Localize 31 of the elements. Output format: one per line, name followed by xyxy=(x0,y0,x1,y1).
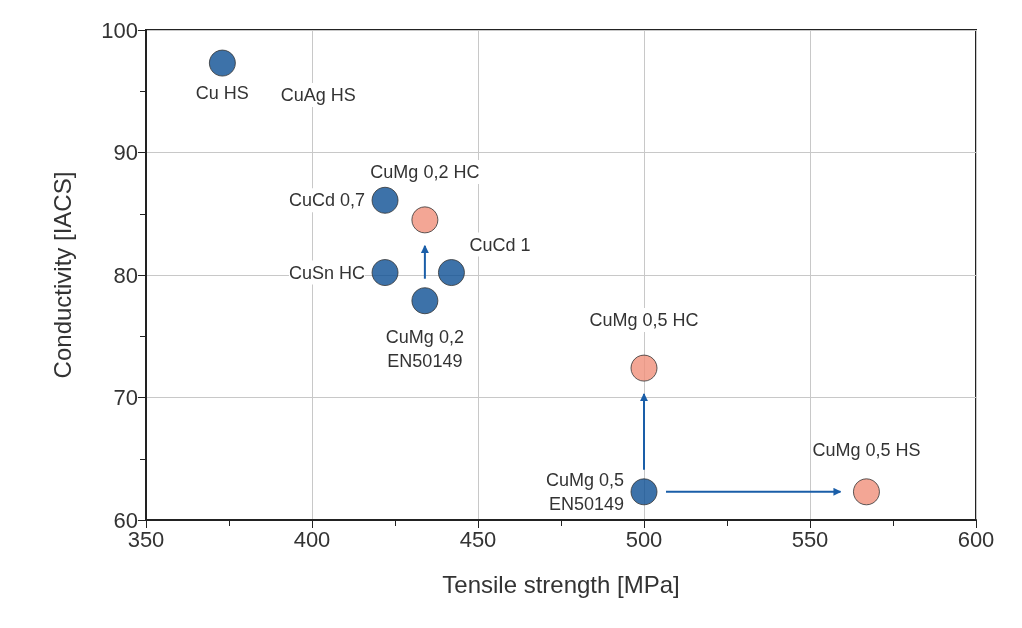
y-tick-label: 90 xyxy=(113,140,138,165)
point xyxy=(411,206,439,234)
point xyxy=(437,259,465,287)
y-tick-label: 100 xyxy=(101,17,138,43)
point xyxy=(411,287,439,315)
x-tick-label: 450 xyxy=(459,526,497,552)
annotation: CuMg 0,5 HC xyxy=(589,310,699,331)
x-tick-label: 600 xyxy=(957,526,995,552)
y-tick-label: 60 xyxy=(113,507,138,533)
y-tick-label: 80 xyxy=(113,262,138,288)
y-axis-title: Conductivity [IACS] xyxy=(48,171,76,379)
point xyxy=(852,478,880,506)
point xyxy=(208,49,236,77)
annotation: Cu HS xyxy=(195,83,249,104)
point xyxy=(630,354,658,382)
x-tick-label: 550 xyxy=(791,526,829,552)
annotation: CuMg 0,2 HC xyxy=(370,161,480,182)
annotation: CuCd 1 xyxy=(469,234,531,255)
point xyxy=(371,259,399,287)
x-axis-title: Tensile strength [MPa] xyxy=(442,570,680,598)
x-tick-label: 500 xyxy=(625,526,663,552)
point xyxy=(630,478,658,506)
annotation: CuSn HC xyxy=(289,262,366,283)
annotation: CuCd 0,7 xyxy=(288,190,366,211)
annotation: CuMg 0,5 HS xyxy=(812,439,921,460)
point xyxy=(371,186,399,214)
x-tick-label: 400 xyxy=(293,526,331,552)
annotation: CuAg HS xyxy=(280,85,356,106)
y-tick-label: 70 xyxy=(113,385,138,410)
annotation: CuMg 0,5 EN50149 xyxy=(545,469,624,514)
annotation: CuMg 0,2 EN50149 xyxy=(385,326,464,371)
